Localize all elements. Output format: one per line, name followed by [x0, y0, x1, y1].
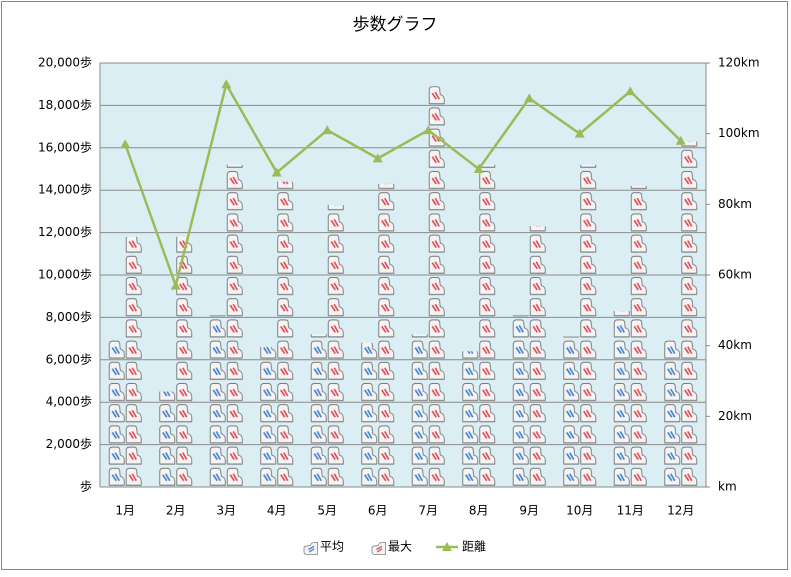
bar	[662, 338, 681, 487]
y2-tick-label: 20km	[718, 409, 752, 423]
chart-title: 歩数グラフ	[353, 15, 438, 35]
bar	[376, 183, 395, 487]
y-tick-label: 20,000歩	[38, 55, 92, 70]
marker	[625, 86, 636, 96]
y2-tick-label: 120km	[718, 56, 760, 70]
y-tick-label: 8,000歩	[46, 309, 92, 324]
y-tick-label: 歩	[80, 479, 92, 494]
bar	[561, 336, 580, 487]
y2-tick-label: km	[718, 480, 737, 494]
x-tick-label: 9月	[519, 504, 539, 518]
x-tick-label: 4月	[267, 504, 287, 518]
x-tick-label: 5月	[317, 504, 337, 518]
y-tick-label: 12,000歩	[38, 224, 92, 239]
marker	[271, 167, 282, 177]
marker	[423, 125, 434, 135]
y-tick-label: 2,000歩	[46, 436, 92, 451]
marker	[675, 135, 686, 145]
marker	[322, 125, 333, 135]
legend-label: 最大	[388, 540, 412, 554]
bar	[326, 205, 345, 488]
x-tick-label: 3月	[216, 504, 236, 518]
marker	[170, 280, 181, 290]
shoe-stripe	[308, 545, 315, 553]
x-tick-label: 8月	[469, 504, 489, 518]
x-tick-label: 6月	[368, 504, 388, 518]
y2-tick-label: 100km	[718, 126, 760, 140]
x-tick-label: 1月	[115, 504, 135, 518]
marker	[524, 93, 535, 103]
marker	[372, 153, 383, 163]
bar	[258, 347, 277, 487]
bar	[460, 351, 479, 487]
legend-label: 平均	[320, 540, 344, 554]
line	[124, 80, 682, 290]
x-tick-label: 2月	[166, 504, 186, 518]
bar	[359, 342, 378, 487]
y-tick-label: 10,000歩	[38, 267, 92, 282]
bar	[208, 315, 227, 487]
bar	[107, 338, 126, 487]
x-tick-label: 12月	[667, 504, 694, 518]
marker	[574, 128, 585, 138]
legend-label: 距離	[462, 540, 486, 554]
marker	[120, 139, 131, 149]
bar	[578, 164, 597, 487]
bar	[629, 185, 648, 487]
x-tick-label: 10月	[566, 504, 593, 518]
legend-icon	[371, 542, 386, 555]
y-tick-label: 6,000歩	[46, 351, 92, 366]
bar	[174, 236, 193, 487]
y2-tick-label: 40km	[718, 338, 752, 352]
y-tick-label: 18,000歩	[38, 97, 92, 112]
bar	[477, 164, 496, 487]
y2-tick-label: 80km	[718, 197, 752, 211]
bar	[528, 226, 547, 488]
bar	[612, 311, 631, 487]
x-tick-label: 11月	[617, 504, 644, 518]
bar	[679, 141, 698, 487]
bar	[124, 236, 143, 487]
y-tick-label: 14,000歩	[38, 182, 92, 197]
legend-icon	[303, 542, 318, 555]
bar	[427, 86, 446, 487]
bar	[225, 164, 244, 487]
marker	[221, 79, 232, 89]
x-tick-label: 7月	[418, 504, 438, 518]
bar	[275, 181, 294, 487]
shoe-stripe	[376, 545, 383, 553]
bar	[309, 334, 328, 487]
y-tick-label: 16,000歩	[38, 139, 92, 154]
legend-marker	[442, 542, 452, 551]
y-tick-label: 4,000歩	[46, 394, 92, 409]
bar	[157, 391, 176, 487]
bar	[511, 315, 530, 487]
bar	[410, 334, 429, 487]
y2-tick-label: 60km	[718, 268, 752, 282]
marker	[473, 164, 484, 173]
